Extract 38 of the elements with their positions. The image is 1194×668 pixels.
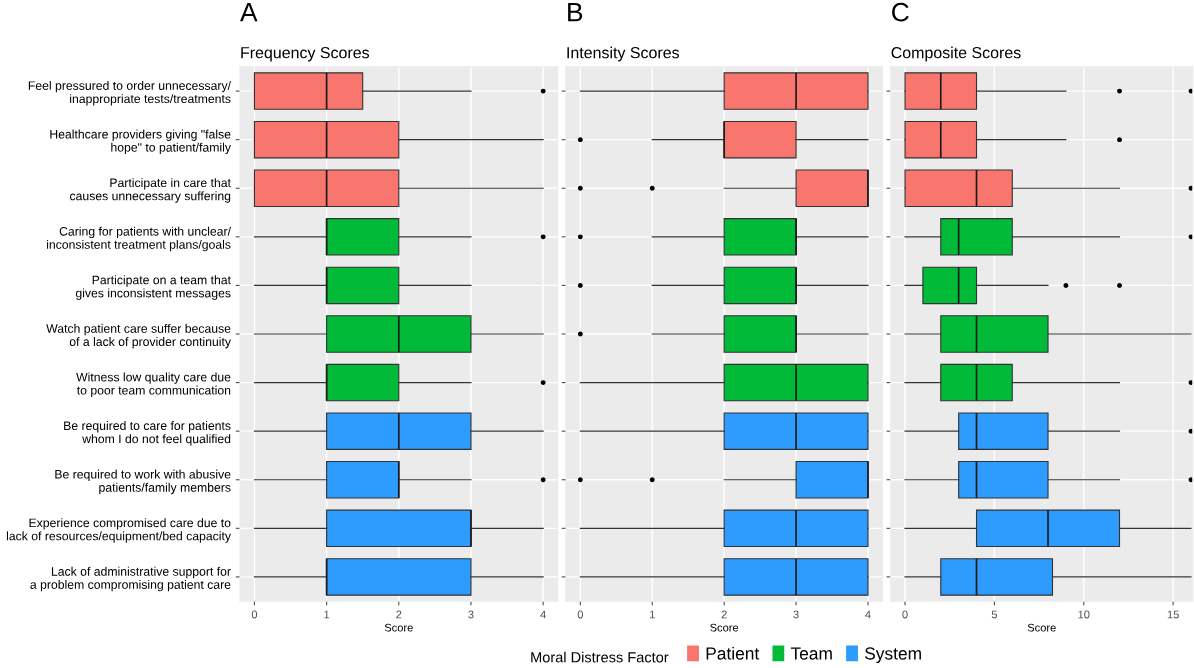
y-tick-label: Feel pressured to order unnecessary/ inappropriate tests/treatments (28, 80, 231, 106)
legend-label: Team (790, 647, 832, 660)
y-tick-label: Healthcare providers giving "false hope" to patient/family (50, 129, 231, 155)
y-tick-label: Participate in care that causes unnecessary suffering (70, 178, 231, 203)
y-tick-label: Lack of administrative support for a problem compromising patient care (30, 566, 231, 592)
x-tick-label: 15 (1167, 610, 1179, 619)
y-tick-label: Experience compromised care due to lack of resources/equipment/bed capacity (6, 518, 231, 543)
x-tick-label: 0 (902, 610, 908, 619)
x-tick-label: 1 (324, 610, 330, 619)
legend-title: Moral Distress Factor (531, 651, 669, 663)
y-tick-label: Participate on a team that gives inconsistent messages (75, 275, 231, 300)
legend-label: Patient (706, 646, 760, 660)
chart-title: B (568, 3, 583, 22)
x-tick-label: 4 (540, 610, 546, 619)
x-tick-label: 3 (793, 610, 799, 619)
y-tick-label: Be required to work with abusive patients/family members (55, 469, 231, 495)
chart-title: C (892, 2, 909, 22)
x-tick-label: 10 (1078, 610, 1090, 619)
x-axis-title: Score (710, 623, 739, 632)
legend-label: System (864, 647, 921, 664)
chart-title: A (240, 3, 258, 22)
x-tick-label: 5 (991, 610, 998, 619)
x-tick-label: 0 (577, 610, 583, 619)
x-axis-title: Score (384, 623, 413, 632)
x-tick-label: 4 (865, 610, 871, 619)
chart-subtitle: Frequency Scores (241, 46, 370, 62)
x-tick-label: 0 (251, 610, 258, 619)
x-axis-title: Score (1027, 623, 1056, 632)
chart-subtitle: Intensity Scores (567, 46, 680, 62)
y-tick-label: Watch patient care suffer because of a lack of provider continuity (46, 323, 231, 349)
y-tick-label: Be required to care for patients whom I do not feel qualified (64, 421, 231, 446)
y-tick-label: Witness low quality care due to poor team communication (76, 372, 231, 398)
x-tick-label: 3 (468, 610, 474, 619)
chart-subtitle: Composite Scores (891, 46, 1021, 62)
x-tick-label: 2 (721, 610, 727, 619)
y-tick-label: Caring for patients with unclear/ inconsistent treatment plans/goals (47, 226, 231, 252)
x-tick-label: 2 (396, 610, 402, 619)
x-tick-label: 1 (650, 610, 655, 619)
